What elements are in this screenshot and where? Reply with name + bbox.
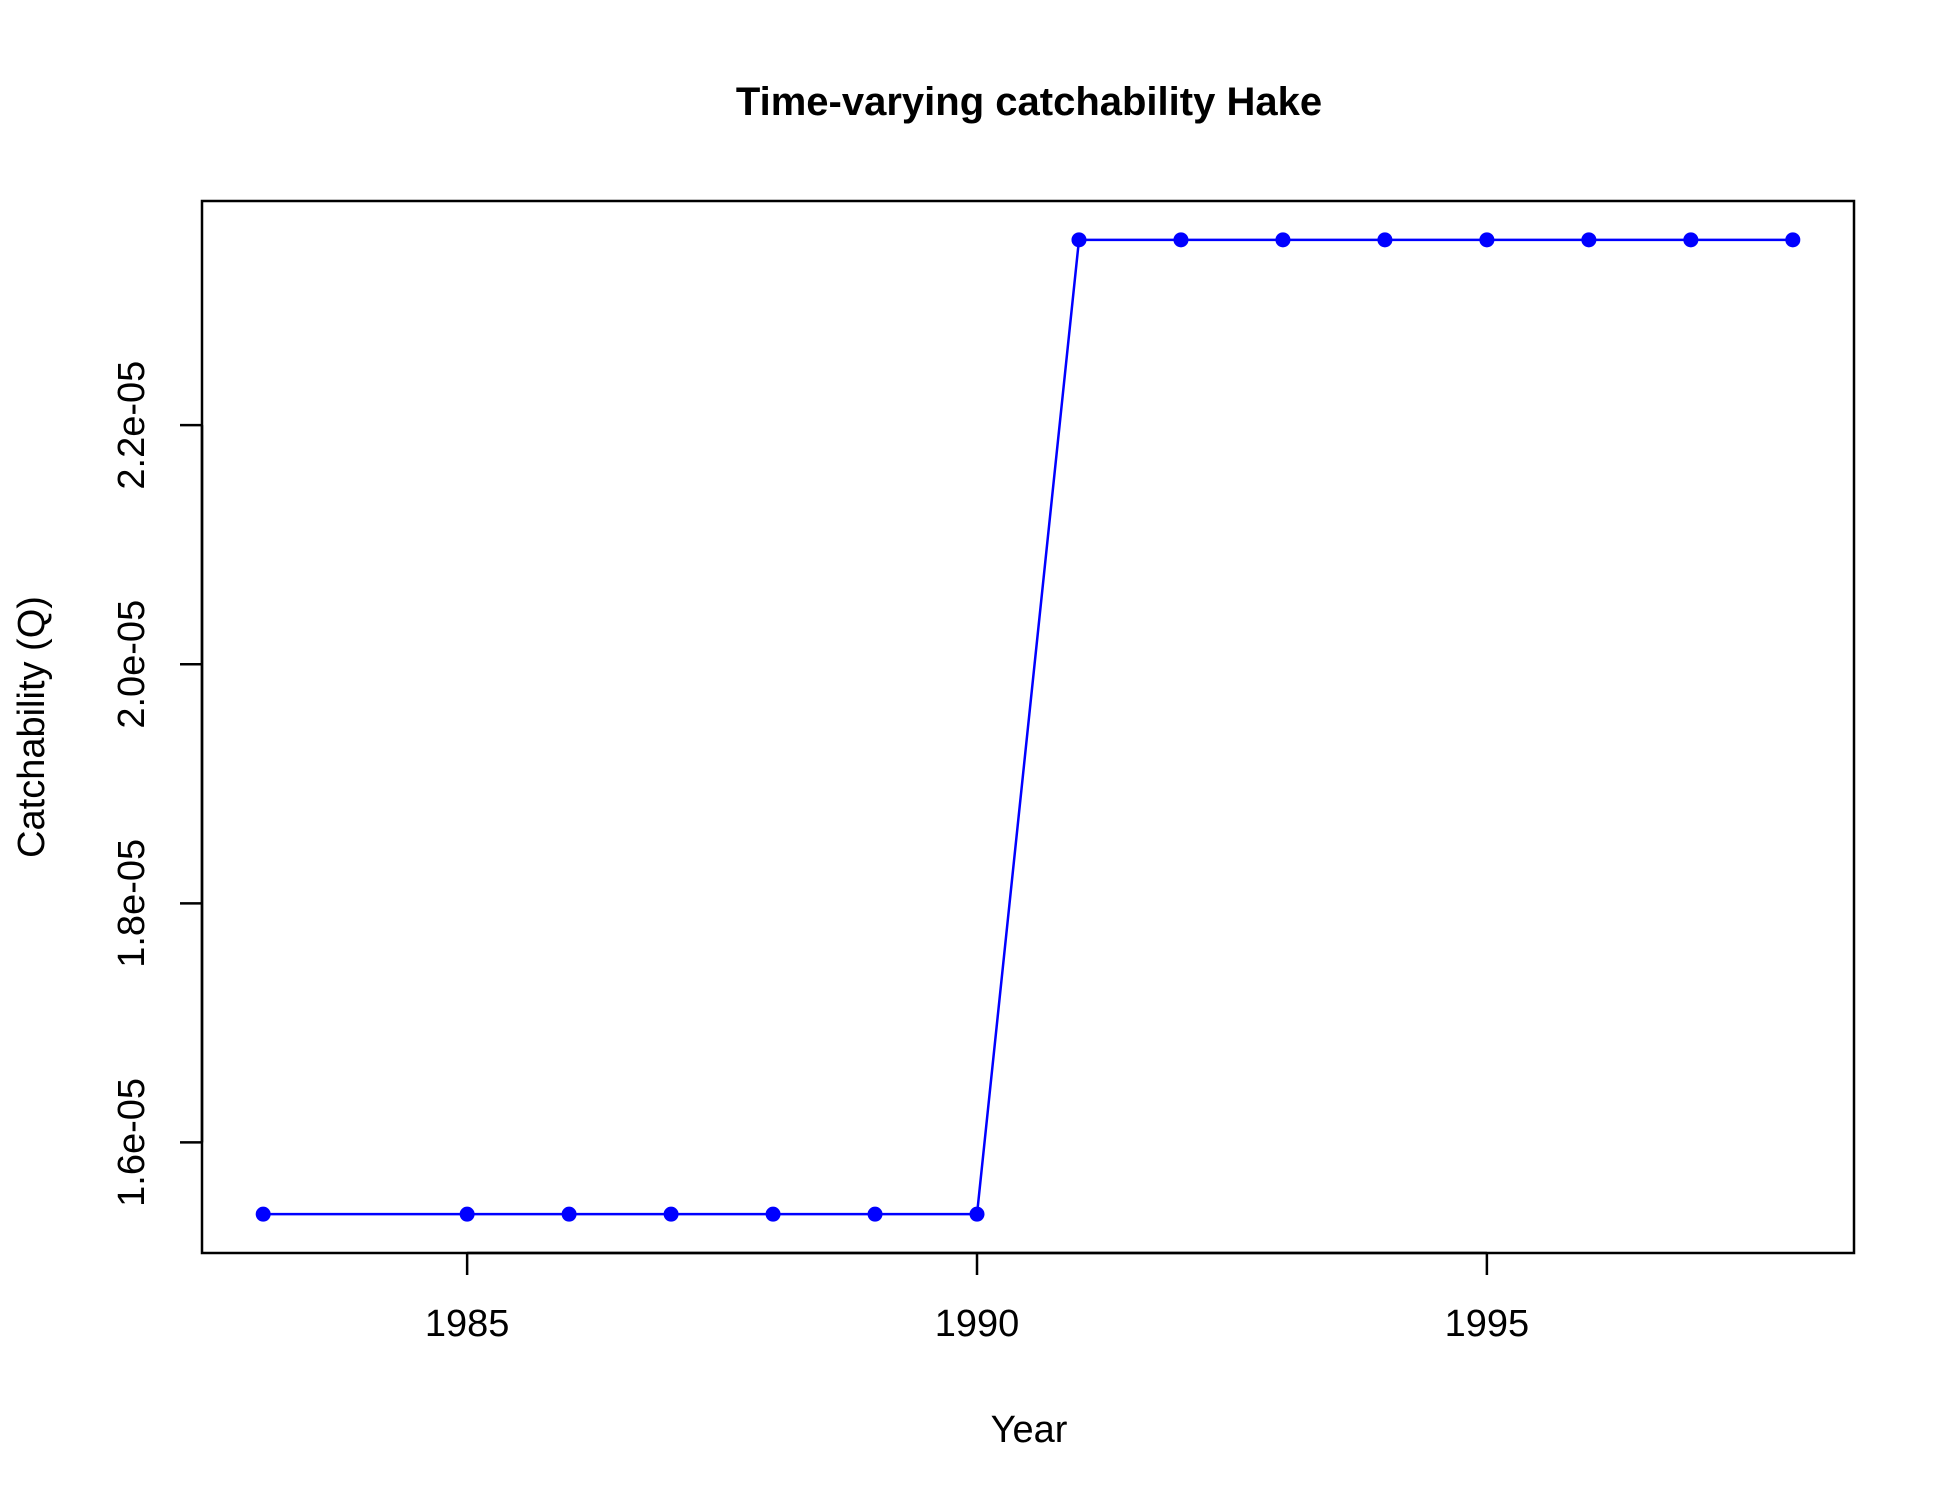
x-tick-label: 1990 — [935, 1303, 1020, 1345]
y-axis: 1.6e-05 1.8e-05 2.0e-05 2.2e-05 — [111, 361, 204, 1207]
data-point — [561, 1206, 577, 1222]
series-line — [263, 238, 1793, 1216]
x-axis-label: Year — [991, 1409, 1068, 1451]
data-point — [867, 1206, 883, 1222]
data-point — [765, 1206, 781, 1222]
data-point — [1377, 232, 1393, 248]
chart-title: Time-varying catchability Hake — [736, 80, 1322, 124]
data-point — [663, 1206, 679, 1222]
y-tick-label: 1.6e-05 — [111, 1078, 153, 1207]
data-point — [255, 1206, 271, 1222]
y-axis-label: Catchability (Q) — [11, 596, 53, 858]
y-tick-label: 2.0e-05 — [111, 600, 153, 729]
data-point — [969, 1206, 985, 1222]
data-point — [1173, 232, 1189, 248]
y-tick-label: 2.2e-05 — [111, 361, 153, 490]
data-point — [1785, 232, 1801, 248]
data-point — [459, 1206, 475, 1222]
data-point — [1275, 232, 1291, 248]
data-point — [1683, 232, 1699, 248]
data-point — [1071, 232, 1087, 248]
x-axis: 1985 1990 1995 — [425, 1251, 1530, 1345]
data-point — [1581, 232, 1597, 248]
data-point — [1479, 232, 1495, 248]
x-tick-label: 1995 — [1445, 1303, 1530, 1345]
x-tick-label: 1985 — [425, 1303, 510, 1345]
series-layer — [255, 232, 1801, 1222]
y-tick-label: 1.8e-05 — [111, 839, 153, 968]
